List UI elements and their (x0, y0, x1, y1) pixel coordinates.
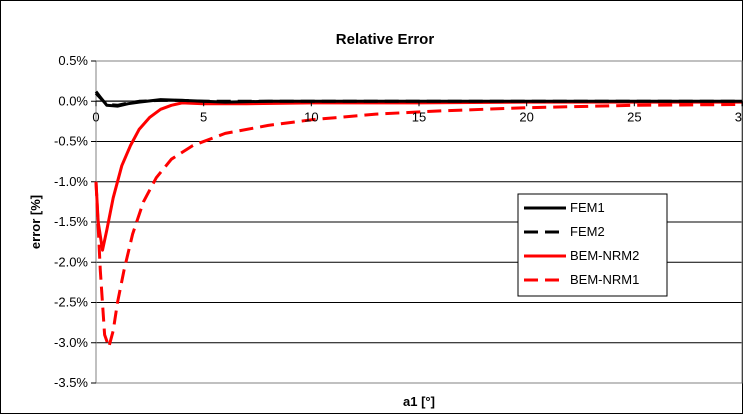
y-tick-label: -1.5% (54, 214, 88, 229)
legend-label: BEM-NRM1 (570, 272, 639, 287)
x-tick-label: 0 (92, 109, 99, 124)
legend-box (517, 193, 668, 297)
x-tick-label: 10 (304, 109, 318, 124)
y-tick-label: -1.0% (54, 174, 88, 189)
x-axis-ticks: 0 5 10 15 20 25 3 (92, 101, 743, 124)
legend: FEM1 FEM2 BEM-NRM2 BEM-NRM1 (517, 193, 668, 297)
x-tick-label: 25 (627, 109, 641, 124)
legend-label: BEM-NRM2 (570, 248, 639, 263)
y-tick-label: -2.0% (54, 254, 88, 269)
x-axis-title: a1 [°] (403, 394, 435, 409)
y-axis-ticks: 0.5% 0.0% -0.5% -1.0% -1.5% -2.0% -2.5% -3.0% -3… (54, 53, 96, 390)
y-tick-label: -3.0% (54, 335, 88, 350)
x-tick-label: 3 (735, 109, 742, 124)
series-line-bem-nrm1 (94, 103, 743, 349)
y-tick-label: -2.5% (54, 295, 88, 310)
y-tick-label: 0.5% (58, 53, 88, 68)
x-tick-label: 15 (412, 109, 426, 124)
x-tick-label: 5 (200, 109, 207, 124)
legend-label: FEM2 (570, 224, 605, 239)
y-tick-label: -0.5% (54, 134, 88, 149)
legend-label: FEM1 (570, 200, 605, 215)
y-tick-label: 0.0% (58, 93, 88, 108)
y-tick-label: -3.5% (54, 375, 88, 390)
x-tick-label: 20 (519, 109, 533, 124)
chart-title: Relative Error (336, 31, 435, 48)
y-axis-title: error [%] (28, 195, 43, 249)
